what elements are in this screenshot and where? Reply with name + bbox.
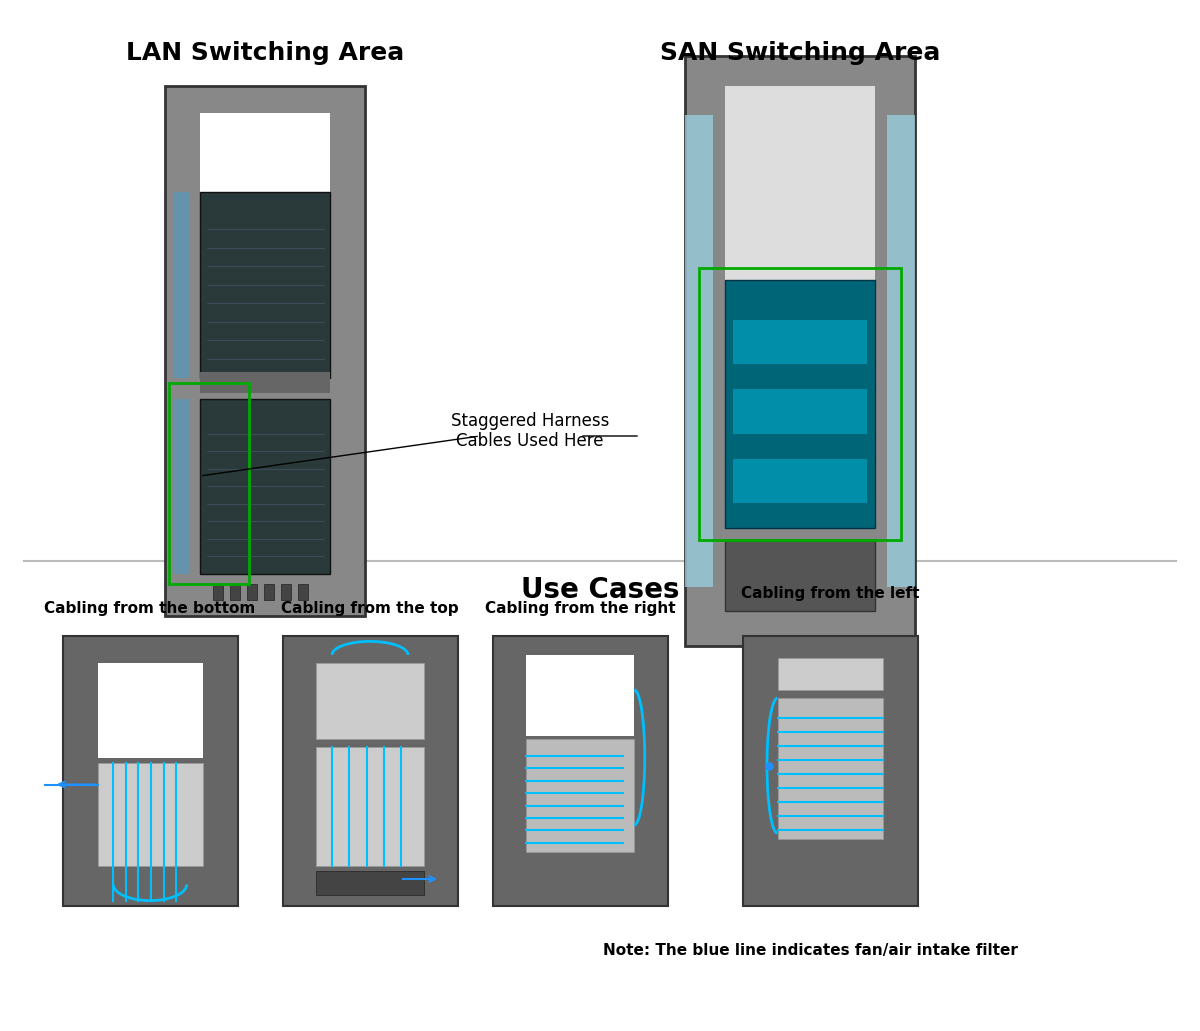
- Bar: [526, 738, 635, 852]
- Bar: [200, 192, 330, 377]
- Text: Note: The blue line indicates fan/air intake filter: Note: The blue line indicates fan/air in…: [602, 943, 1018, 959]
- Bar: [298, 585, 308, 600]
- Bar: [685, 115, 713, 587]
- Bar: [200, 372, 330, 394]
- Bar: [62, 636, 238, 906]
- Bar: [725, 86, 875, 333]
- Text: Staggered Harness
Cables Used Here: Staggered Harness Cables Used Here: [451, 411, 610, 451]
- Bar: [778, 698, 882, 838]
- Bar: [173, 399, 190, 573]
- Bar: [733, 459, 868, 503]
- Bar: [282, 636, 457, 906]
- Text: Cabling from the bottom: Cabling from the bottom: [44, 601, 256, 616]
- Bar: [526, 655, 635, 736]
- Bar: [230, 585, 240, 600]
- Text: Use Cases: Use Cases: [521, 576, 679, 604]
- Bar: [214, 585, 223, 600]
- Bar: [733, 390, 868, 434]
- Bar: [169, 383, 250, 585]
- Bar: [743, 636, 918, 906]
- Text: Cabling from the right: Cabling from the right: [485, 601, 676, 616]
- Bar: [97, 763, 203, 865]
- Bar: [200, 112, 330, 298]
- Bar: [316, 746, 425, 865]
- Bar: [316, 663, 425, 738]
- Bar: [166, 86, 365, 616]
- Bar: [173, 192, 190, 377]
- Bar: [281, 585, 292, 600]
- Bar: [316, 871, 425, 895]
- Bar: [698, 268, 901, 540]
- Bar: [264, 585, 274, 600]
- Text: LAN Switching Area: LAN Switching Area: [126, 41, 404, 65]
- Bar: [725, 280, 875, 528]
- Text: SAN Switching Area: SAN Switching Area: [660, 41, 940, 65]
- Bar: [97, 663, 203, 758]
- Bar: [247, 585, 257, 600]
- Bar: [888, 115, 916, 587]
- Bar: [685, 56, 916, 646]
- Text: Cabling from the left: Cabling from the left: [740, 586, 919, 601]
- Bar: [733, 320, 868, 364]
- Bar: [725, 540, 875, 610]
- Text: Cabling from the top: Cabling from the top: [281, 601, 458, 616]
- Bar: [778, 658, 882, 690]
- Bar: [492, 636, 667, 906]
- Bar: [200, 399, 330, 573]
